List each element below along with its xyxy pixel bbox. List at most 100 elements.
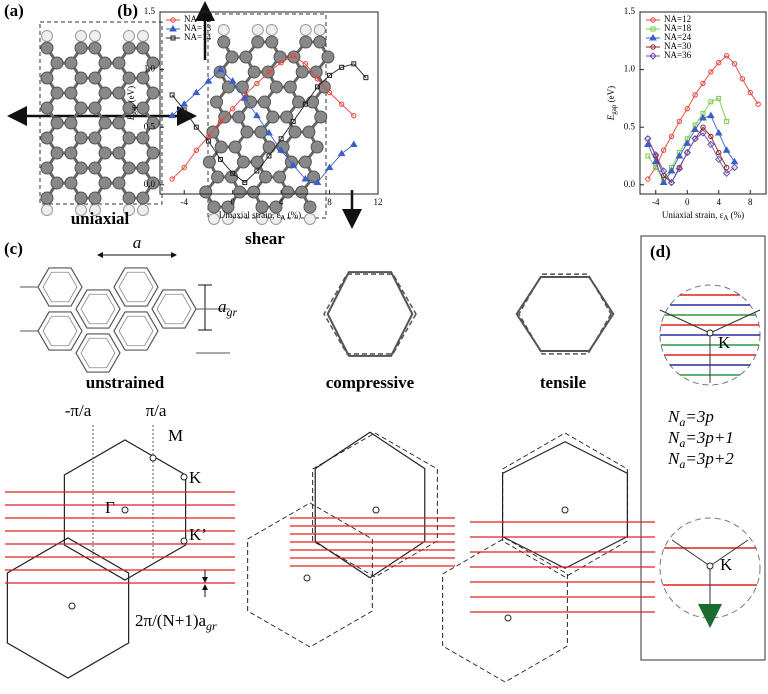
c-atom xyxy=(122,71,136,85)
c-atom xyxy=(112,116,126,130)
text: E xyxy=(606,114,616,121)
point xyxy=(675,152,684,159)
c-atom xyxy=(146,56,160,70)
y-tick-label: 0.0 xyxy=(624,179,636,189)
c-atom xyxy=(251,35,265,49)
text: 2π/(N+1)a xyxy=(135,611,206,630)
point xyxy=(730,163,739,172)
point xyxy=(242,179,248,185)
c-atom xyxy=(146,146,160,160)
c-atom xyxy=(122,41,136,55)
c-atom xyxy=(236,155,250,169)
c-atom xyxy=(287,50,301,64)
panel-label: (d) xyxy=(650,242,671,261)
point xyxy=(289,161,298,168)
point xyxy=(660,147,667,153)
point xyxy=(168,111,176,119)
legend-marker xyxy=(170,35,176,41)
hexagon xyxy=(118,271,154,303)
text: gr xyxy=(227,305,238,319)
h-atom xyxy=(41,204,53,216)
hexagon xyxy=(37,267,83,307)
c-atom xyxy=(136,101,150,115)
point xyxy=(290,53,296,59)
c-atom xyxy=(88,131,102,145)
c-atom xyxy=(40,41,54,55)
point xyxy=(230,170,236,176)
bz-label: Γ xyxy=(105,498,115,517)
text: a xyxy=(679,457,685,471)
point xyxy=(325,163,334,171)
point xyxy=(683,148,691,157)
legend-marker xyxy=(170,17,176,23)
h-atom xyxy=(265,24,278,36)
point xyxy=(240,94,249,101)
hexagon xyxy=(113,267,159,307)
h-atom xyxy=(137,204,149,216)
legend-marker xyxy=(649,34,657,41)
agr-label: agr xyxy=(218,297,238,319)
point xyxy=(278,136,284,142)
c-atom xyxy=(50,86,64,100)
c-atom xyxy=(202,155,216,169)
point xyxy=(692,92,698,98)
point xyxy=(667,166,676,174)
point xyxy=(301,175,310,182)
panel-box xyxy=(640,235,766,661)
point xyxy=(326,89,333,96)
c-atom xyxy=(262,140,276,154)
strain-label: unstrained xyxy=(86,373,165,392)
text: (eV) xyxy=(606,86,616,105)
point xyxy=(691,125,700,132)
c-atom xyxy=(214,140,228,154)
point xyxy=(192,88,201,96)
point xyxy=(645,153,651,159)
hexagon xyxy=(80,337,116,369)
point xyxy=(700,80,706,87)
point xyxy=(169,92,175,98)
hexagon xyxy=(518,273,612,355)
c-atom xyxy=(88,191,102,205)
point xyxy=(193,147,200,153)
text: N xyxy=(667,449,681,468)
c-atom xyxy=(50,176,64,190)
text: A xyxy=(280,214,285,222)
legend-marker xyxy=(650,17,656,23)
point xyxy=(644,135,652,143)
point xyxy=(351,112,357,119)
text: Uniaxial strain, ε xyxy=(662,210,724,220)
caption: shear xyxy=(245,229,285,248)
text: (%) xyxy=(728,210,744,220)
c-atom xyxy=(98,86,112,100)
c-atom xyxy=(221,200,235,214)
hexagon xyxy=(326,271,414,357)
c-atom xyxy=(295,185,309,199)
point xyxy=(561,506,569,514)
point xyxy=(691,135,699,143)
point xyxy=(169,176,175,182)
text: a xyxy=(218,297,227,316)
text: A xyxy=(723,214,728,222)
point xyxy=(327,72,333,78)
c-atom xyxy=(64,176,78,190)
point xyxy=(217,118,224,125)
c-atom xyxy=(314,110,328,124)
c-atom xyxy=(40,191,54,205)
point xyxy=(668,179,675,186)
x-tick-label: 12 xyxy=(374,197,383,207)
y-axis-label: Egap (eV) xyxy=(126,86,138,121)
point xyxy=(722,146,731,153)
k-label: K xyxy=(720,555,733,574)
point xyxy=(302,61,309,67)
c-atom xyxy=(146,116,160,130)
panel-label: (c) xyxy=(4,239,23,258)
point xyxy=(253,111,261,119)
c-atom xyxy=(74,101,88,115)
h-atom xyxy=(123,30,135,42)
c-atom xyxy=(74,191,88,205)
c-atom xyxy=(269,80,283,94)
point xyxy=(659,167,668,175)
legend-label: NA=13 xyxy=(184,23,212,33)
point xyxy=(706,329,714,337)
point xyxy=(716,149,722,156)
